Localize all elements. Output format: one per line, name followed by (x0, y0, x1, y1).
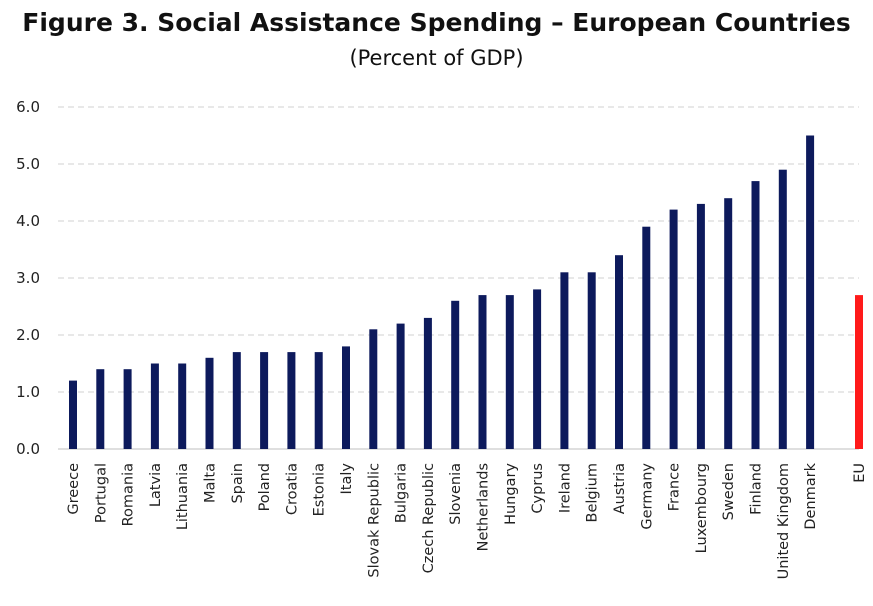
x-tick-label: Finland (749, 463, 765, 515)
x-tick-label: Luxembourg (694, 463, 710, 553)
x-tick-label: Greece (66, 463, 82, 515)
bar-cyprus (533, 289, 542, 449)
y-tick-label: 4.0 (16, 212, 40, 230)
bar-bulgaria (396, 323, 405, 449)
x-tick-label: Sweden (721, 463, 737, 520)
bar-eu (855, 295, 863, 449)
bar-united-kingdom (778, 169, 787, 449)
bar-portugal (96, 369, 105, 449)
bar-belgium (587, 272, 596, 449)
y-tick-label: 6.0 (16, 98, 40, 116)
y-tick-label: 5.0 (16, 155, 40, 173)
bar-poland (260, 352, 269, 449)
x-tick-label: Italy (339, 463, 355, 495)
bar-croatia (287, 352, 296, 449)
bar-czech-republic (423, 317, 432, 449)
x-tick-label: Spain (230, 463, 246, 504)
bar-austria (615, 255, 623, 449)
x-tick-label: Czech Republic (421, 463, 437, 573)
y-tick-label: 2.0 (16, 326, 40, 344)
x-tick-label: Ireland (557, 463, 573, 513)
bar-spain (232, 352, 241, 449)
chart-title: Figure 3. Social Assistance Spending – E… (22, 8, 851, 37)
bar-slovak-republic (369, 329, 378, 449)
bar-luxembourg (696, 203, 705, 449)
x-tick-label: Netherlands (476, 463, 492, 551)
x-tick-label: Romania (121, 463, 137, 526)
x-tick-label: Austria (612, 463, 628, 514)
x-tick-label: Germany (639, 463, 655, 530)
y-tick-label: 0.0 (16, 440, 40, 458)
bar-france (669, 209, 678, 449)
x-tick-label: France (667, 463, 683, 511)
bar-greece (69, 380, 77, 449)
bar-denmark (806, 135, 815, 449)
bar-germany (642, 226, 651, 449)
bar-ireland (560, 272, 569, 449)
bar-slovenia (451, 300, 460, 449)
x-tick-label: EU (852, 463, 868, 483)
bar-hungary (505, 295, 514, 449)
bar-malta (205, 357, 214, 449)
x-tick-label: United Kingdom (776, 463, 792, 579)
y-tick-label: 1.0 (16, 383, 40, 401)
x-tick-label: Latvia (148, 463, 164, 507)
x-tick-label: Estonia (312, 463, 328, 516)
x-tick-label: Portugal (93, 463, 109, 523)
bar-latvia (150, 363, 159, 449)
x-tick-label: Bulgaria (394, 463, 410, 523)
x-tick-label: Slovak Republic (366, 463, 382, 578)
x-tick-label: Croatia (284, 463, 300, 515)
x-tick-label: Lithuania (175, 463, 191, 530)
bar-netherlands (478, 295, 487, 449)
bar-sweden (724, 198, 733, 449)
bar-romania (123, 369, 132, 449)
bar-italy (342, 346, 350, 449)
x-tick-label: Hungary (503, 463, 519, 525)
x-tick-label: Cyprus (530, 463, 546, 514)
bar-lithuania (178, 363, 187, 449)
chart-subtitle: (Percent of GDP) (349, 46, 524, 70)
bar-finland (751, 181, 760, 449)
y-tick-label: 3.0 (16, 269, 40, 287)
x-tick-label: Slovenia (448, 463, 464, 525)
bar-estonia (314, 352, 323, 449)
x-tick-label: Poland (257, 463, 273, 511)
x-tick-label: Denmark (803, 462, 819, 529)
x-tick-label: Malta (203, 463, 219, 503)
x-tick-label: Belgium (585, 463, 601, 522)
